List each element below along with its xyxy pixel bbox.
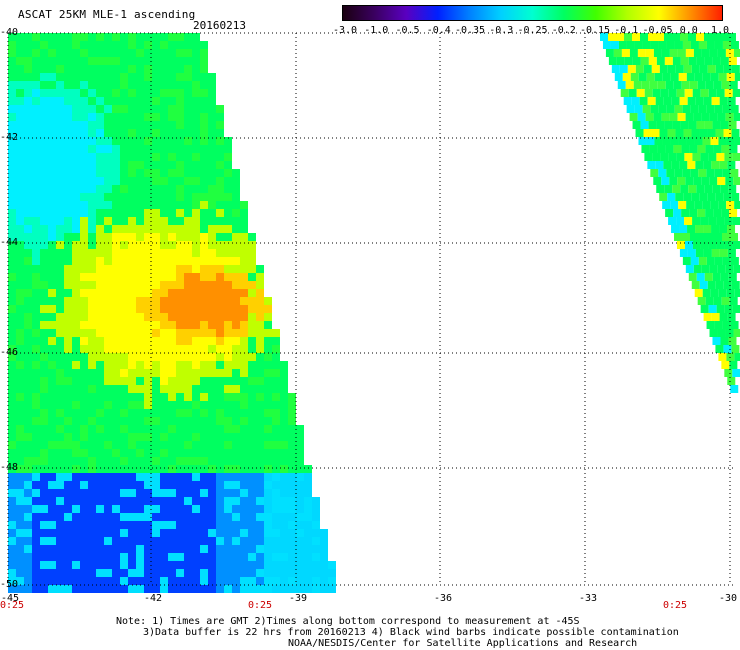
lat-label: -44 (0, 237, 19, 248)
lat-label: -46 (0, 347, 19, 358)
lat-lon-gridlines (7, 32, 733, 586)
lon-label: -36 (433, 593, 453, 604)
colorbar-tick-label: 1.0 (710, 25, 730, 36)
lat-label: -48 (0, 462, 19, 473)
colorbar-tick-label: -0.3 (489, 25, 514, 36)
lon-label: -45 (0, 593, 20, 604)
right-swath-data (600, 33, 740, 393)
lat-label: -42 (0, 132, 19, 143)
lon-label: -33 (578, 593, 598, 604)
colorbar (342, 5, 723, 21)
time-label: 0:25 (0, 600, 25, 611)
colorbar-tick-label: -0.05 (642, 25, 673, 36)
chart-title: ASCAT 25KM MLE-1 ascending (18, 8, 196, 21)
colorbar-tick-label: -0.35 (454, 25, 486, 36)
lon-label: -39 (288, 593, 308, 604)
colorbar-tick-label: -0.4 (426, 25, 451, 36)
lon-label: -42 (143, 593, 163, 604)
colorbar-tick-label: -3.0 (332, 25, 358, 36)
left-swath-data (8, 33, 336, 593)
note-line-3: NOAA/NESDIS/Center for Satellite Applica… (288, 638, 638, 649)
colorbar-tick-label: -0.25 (517, 25, 548, 36)
colorbar-tick-label: -0.2 (551, 25, 576, 36)
time-label: 0:25 (662, 600, 688, 611)
note-line-2: 3)Data buffer is 22 hrs from 20160213 4)… (143, 627, 679, 638)
lat-label: -40 (0, 27, 19, 38)
date-label: 20160213 (193, 19, 246, 32)
colorbar-tick-label: 0.0 (679, 25, 698, 36)
lat-label: -50 (0, 579, 19, 590)
lon-label: -30 (718, 593, 738, 604)
time-label: 0:25 (247, 600, 273, 611)
colorbar-tick-label: -0.15 (579, 25, 611, 36)
colorbar-tick-label: -0.1 (614, 25, 639, 36)
colorbar-tick-label: -1.0 (364, 25, 389, 36)
colorbar-tick-label: -0.5 (395, 25, 420, 36)
note-line-1: Note: 1) Times are GMT 2)Times along bot… (116, 616, 580, 627)
